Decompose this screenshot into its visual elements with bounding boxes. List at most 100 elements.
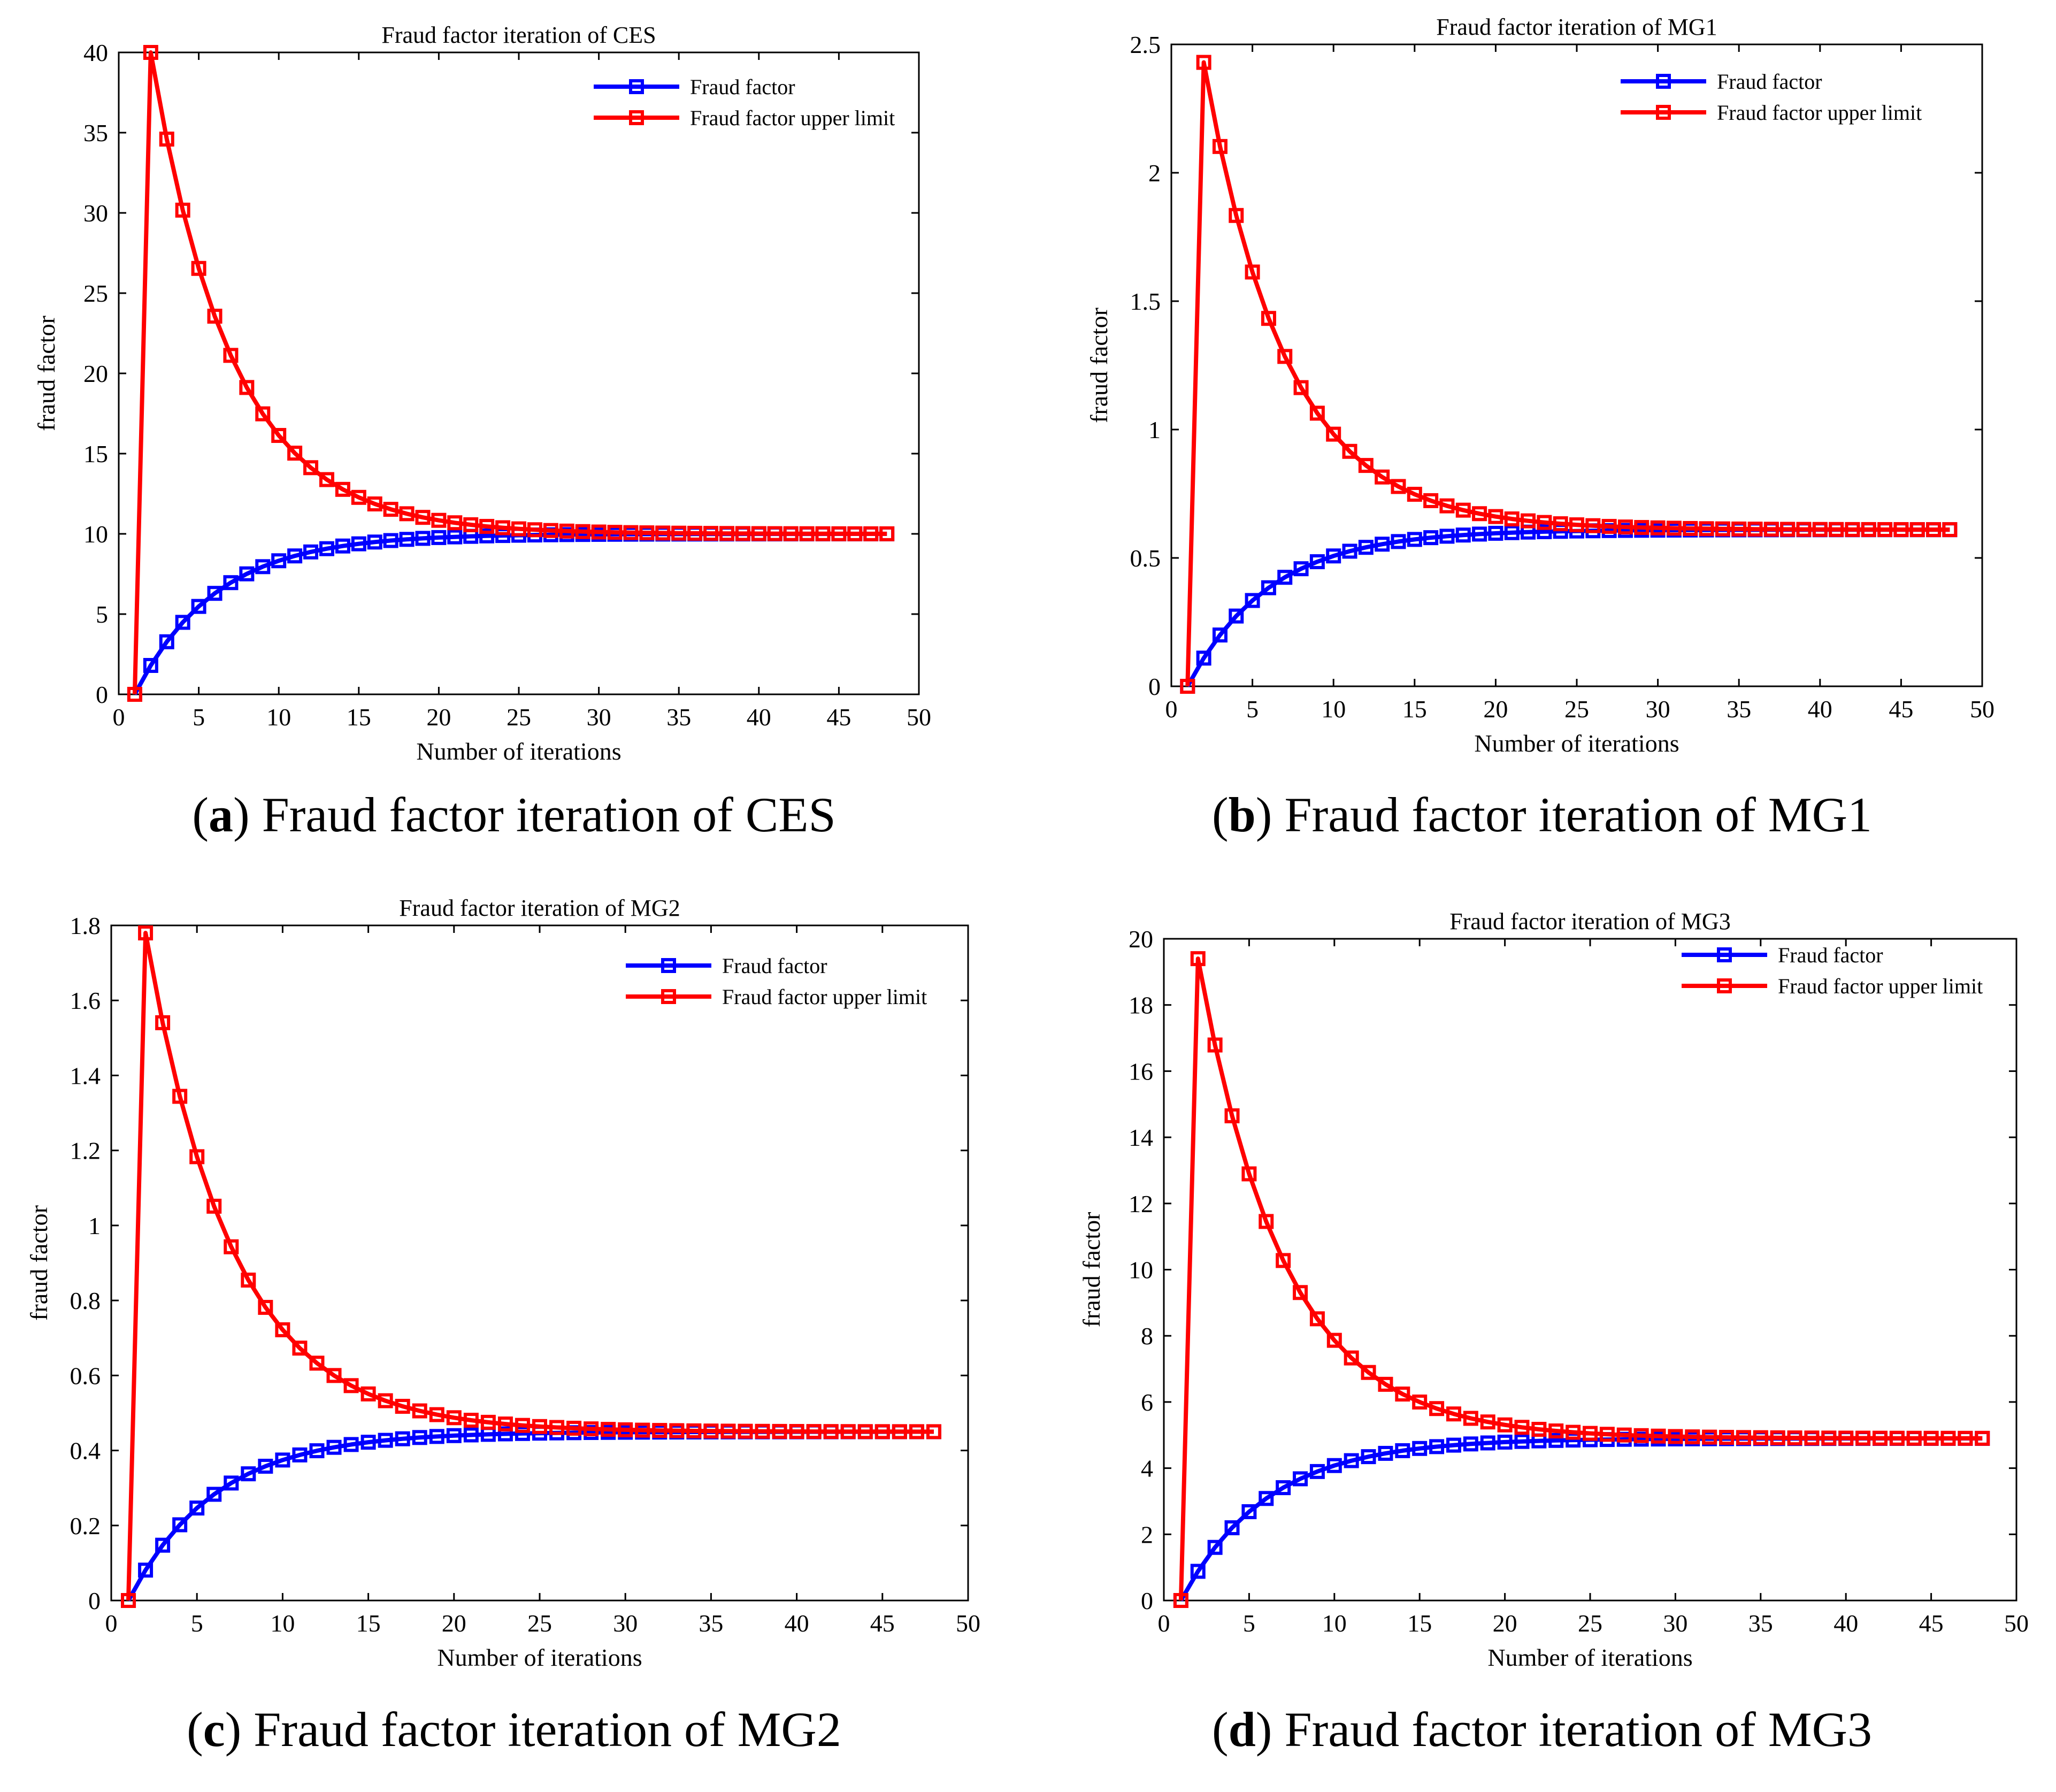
data-point-fraud-factor <box>1241 1504 1257 1519</box>
x-tick-label: 40 <box>1833 1610 1858 1637</box>
legend-marker-upper-limit <box>1656 105 1671 120</box>
data-point-upper-limit <box>1877 522 1893 537</box>
data-point-upper-limit <box>309 1356 325 1371</box>
caption-label-c: c <box>203 1702 225 1757</box>
data-point-upper-limit <box>1375 469 1390 485</box>
data-point-upper-limit <box>1804 1430 1820 1446</box>
data-point-upper-limit <box>1361 1365 1376 1380</box>
data-point-upper-limit <box>1702 1429 1717 1445</box>
plot-frame-b <box>1170 43 1983 687</box>
data-point-upper-limit <box>1633 1428 1649 1443</box>
y-tick-label: 2 <box>1141 1521 1153 1548</box>
data-point-fraud-factor <box>1229 608 1244 624</box>
x-tick-label: 50 <box>907 703 931 731</box>
data-point-upper-limit <box>767 526 782 541</box>
data-point-upper-limit <box>618 1422 633 1437</box>
legend-label-fraud-factor: Fraud factor <box>1778 943 1883 967</box>
caption-b: (b) Fraud factor iteration of MG1 <box>1211 787 1873 842</box>
x-axis-label-d: Number of iterations <box>1487 1644 1692 1671</box>
data-point-upper-limit <box>879 526 895 541</box>
data-point-upper-limit <box>703 1423 719 1439</box>
panel-a: Fraud factor iteration of CES 0 5 10 15 20 25 3… <box>0 0 1028 877</box>
x-tick-label: 10 <box>270 1610 295 1637</box>
data-point-upper-limit <box>735 526 750 541</box>
caption-text-b: Fraud factor iteration of MG1 <box>1284 787 1873 842</box>
data-point-upper-limit <box>1395 1387 1410 1402</box>
data-point-fraud-factor <box>360 1435 376 1450</box>
y-tick-label: 10 <box>1129 1257 1153 1284</box>
data-point-upper-limit <box>343 1378 359 1393</box>
data-point-upper-limit <box>623 525 639 540</box>
y-tick-label: 40 <box>83 39 108 66</box>
data-point-fraud-factor <box>175 615 190 630</box>
x-tick-label: 0 <box>105 1610 118 1637</box>
data-point-upper-limit <box>172 1089 188 1104</box>
data-point-upper-limit <box>495 520 511 535</box>
data-point-upper-limit <box>303 460 319 476</box>
data-point-fraud-factor <box>1207 1540 1223 1555</box>
data-point-fraud-factor <box>431 530 447 545</box>
data-point-upper-limit <box>1521 513 1536 529</box>
data-point-fraud-factor <box>1375 537 1390 552</box>
data-point-upper-limit <box>847 526 863 541</box>
data-point-upper-limit <box>815 526 831 541</box>
y-tick-label: 30 <box>83 200 108 227</box>
data-point-upper-limit <box>1245 264 1260 280</box>
data-point-fraud-factor <box>1224 1520 1240 1536</box>
data-point-upper-limit <box>1241 1166 1257 1182</box>
data-point-upper-limit <box>1906 1430 1922 1446</box>
chart-title-a: Fraud factor iteration of CES <box>381 22 656 48</box>
data-point-upper-limit <box>806 1424 822 1439</box>
data-point-fraud-factor <box>319 541 334 556</box>
y-tick-label: 4 <box>1141 1455 1153 1482</box>
y-tick-label: 18 <box>1129 992 1153 1019</box>
x-tick-label: 20 <box>1493 1610 1517 1637</box>
data-point-fraud-factor <box>515 1426 530 1441</box>
data-point-upper-limit <box>1770 1430 1785 1445</box>
caption-label-d: d <box>1228 1702 1256 1757</box>
x-tick-label: 10 <box>1322 1610 1347 1637</box>
data-point-upper-limit <box>206 1198 222 1214</box>
data-point-upper-limit <box>559 523 574 539</box>
data-point-fraud-factor <box>383 533 398 548</box>
data-point-fraud-factor <box>1455 527 1471 543</box>
y-tick-label: 12 <box>1129 1190 1153 1217</box>
data-point-upper-limit <box>1780 522 1796 537</box>
data-point-upper-limit <box>1753 1430 1768 1445</box>
data-point-upper-limit <box>1942 522 1958 538</box>
x-tick-label: 0 <box>1158 1610 1170 1637</box>
data-point-fraud-factor <box>415 531 431 546</box>
data-point-fraud-factor <box>446 1428 462 1443</box>
series-line-fraud-factor <box>133 532 887 695</box>
data-point-upper-limit <box>480 1414 496 1430</box>
series-line-fraud-factor <box>126 1429 934 1602</box>
x-axis-label-c: Number of iterations <box>437 1644 642 1671</box>
x-tick-label: 50 <box>2004 1610 2029 1637</box>
data-point-upper-limit <box>549 1420 565 1435</box>
y-tick-label: 0 <box>88 1587 101 1614</box>
data-point-upper-limit <box>1683 520 1698 536</box>
data-point-fraud-factor <box>1277 570 1293 585</box>
y-tick-label: 14 <box>1129 1124 1153 1151</box>
data-point-upper-limit <box>1731 521 1747 537</box>
data-point-upper-limit <box>511 521 526 537</box>
x-tick-label: 45 <box>870 1610 895 1637</box>
data-point-fraud-factor <box>239 566 255 581</box>
data-point-upper-limit <box>639 525 655 541</box>
data-point-upper-limit <box>772 1423 787 1439</box>
data-point-upper-limit <box>275 1322 290 1337</box>
data-point-upper-limit <box>1309 1311 1325 1327</box>
data-point-upper-limit <box>1747 522 1763 537</box>
data-point-fraud-factor <box>1326 1458 1342 1473</box>
data-point-upper-limit <box>1293 1285 1308 1300</box>
y-axis-label-c: fraud factor <box>25 1205 52 1321</box>
data-point-upper-limit <box>892 1424 907 1439</box>
legend-label-fraud-factor: Fraud factor <box>1717 70 1822 94</box>
y-tick-label: 0 <box>96 681 108 708</box>
data-point-upper-limit <box>479 519 495 534</box>
x-tick-label: 5 <box>193 703 205 731</box>
data-point-upper-limit <box>515 1418 530 1433</box>
chart-title-c: Fraud factor iteration of MG2 <box>399 895 680 921</box>
caption-label-b: b <box>1228 787 1256 842</box>
data-point-fraud-factor <box>1261 580 1276 595</box>
